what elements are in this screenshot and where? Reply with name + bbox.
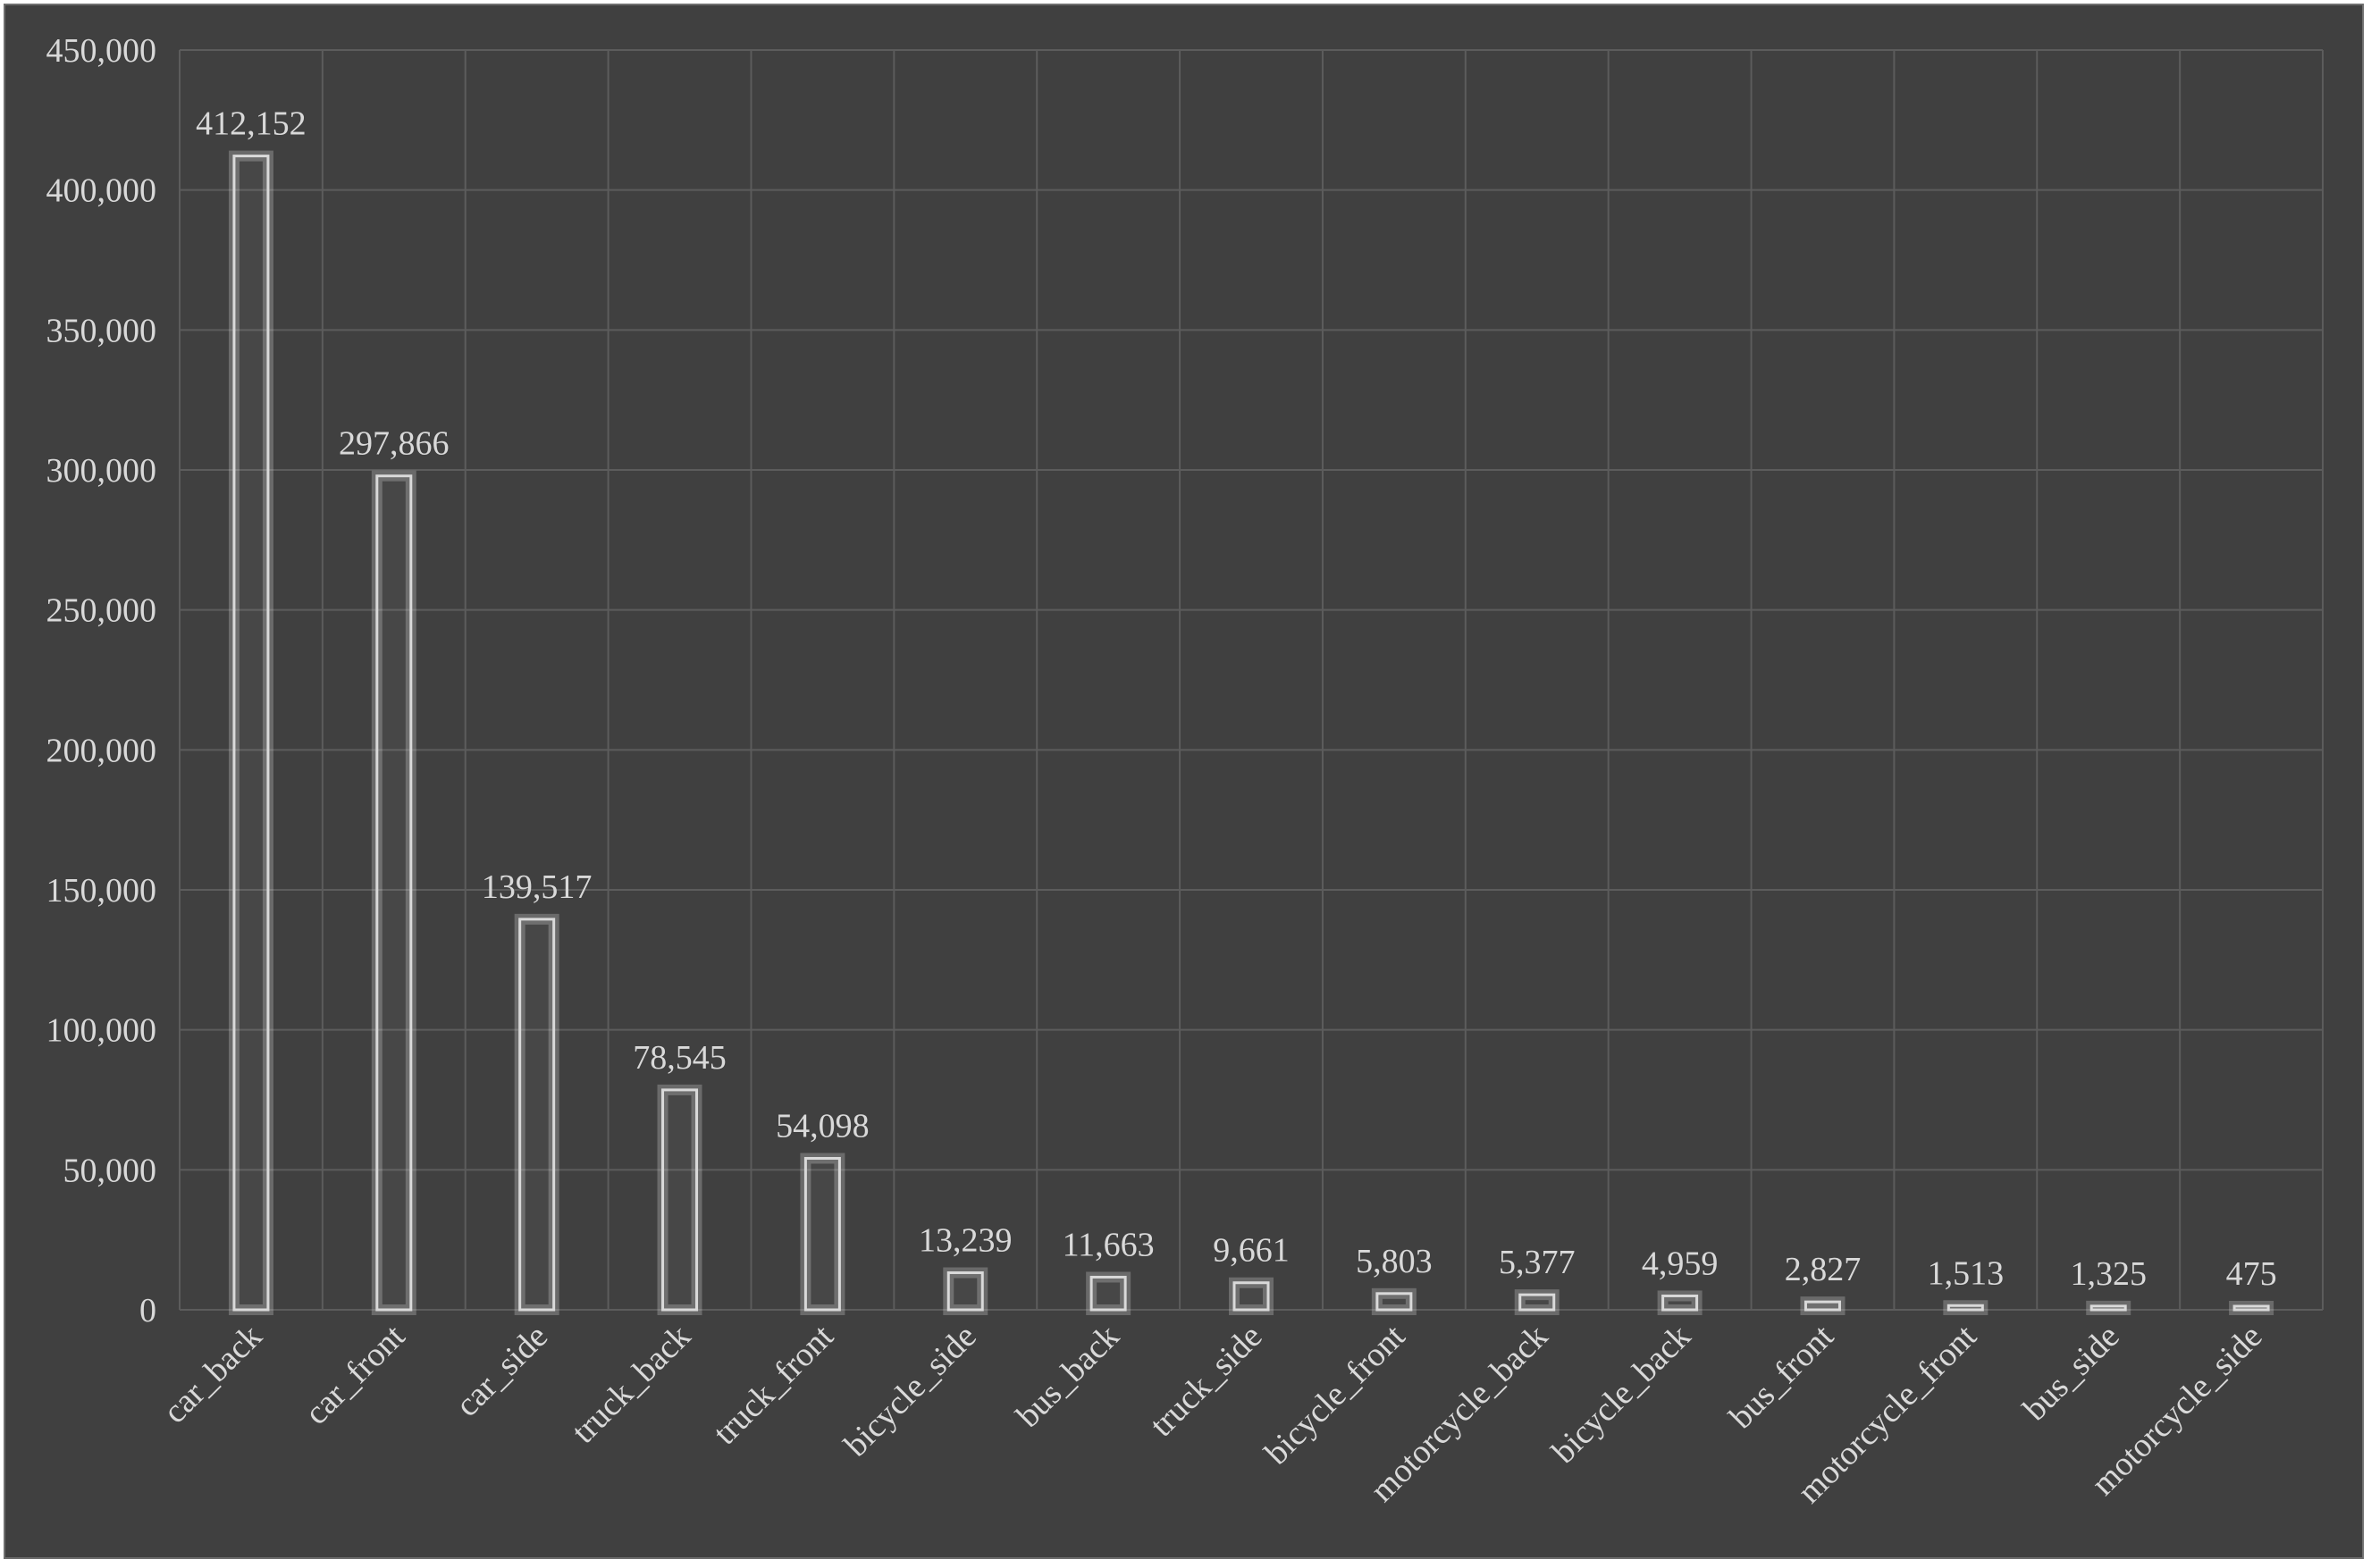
y-tick-label: 250,000: [46, 592, 157, 630]
bar-bicycle-front: [1375, 1292, 1413, 1312]
data-label: 2,827: [1785, 1251, 1862, 1288]
y-axis-tick-labels: 0 50,000 100,000 150,000 200,000 250,000 300,0…: [46, 32, 157, 1329]
bar-truck-front: [803, 1156, 841, 1312]
data-label: 11,663: [1063, 1226, 1155, 1263]
category-label: bus_side: [2016, 1318, 2127, 1429]
category-label: car_back: [156, 1318, 270, 1431]
category-label: car_side: [449, 1318, 555, 1424]
bar-bus-back: [1089, 1275, 1127, 1312]
bar-motorcycle-side: [2232, 1304, 2270, 1312]
category-label: car_front: [298, 1317, 412, 1431]
category-label: truck_side: [1143, 1318, 1270, 1445]
y-tick-label: 150,000: [46, 872, 157, 910]
y-tick-label: 350,000: [46, 312, 157, 349]
category-label: bus_back: [1009, 1318, 1126, 1435]
y-tick-label: 100,000: [46, 1012, 157, 1050]
bar-car-side: [518, 918, 556, 1312]
grid-layer: [179, 49, 2324, 1311]
data-label: 475: [2226, 1255, 2277, 1293]
bar-bus-side: [2089, 1304, 2127, 1312]
y-tick-label: 450,000: [46, 32, 157, 70]
category-label: bicycle_front: [1257, 1317, 1412, 1472]
bar-bicycle-side: [946, 1271, 984, 1312]
bar-car-back: [232, 155, 270, 1312]
chart-frame: 0 50,000 100,000 150,000 200,000 250,000 300,0…: [4, 4, 2364, 1559]
data-label: 9,661: [1213, 1232, 1290, 1270]
bar-bus-front: [1803, 1300, 1841, 1312]
category-labels: car_back car_front car_side truck_back truck…: [156, 1317, 2270, 1511]
y-tick-label: 50,000: [63, 1152, 157, 1189]
y-tick-label: 300,000: [46, 452, 157, 490]
category-label: bus_front: [1722, 1317, 1841, 1436]
bar-car-front: [375, 474, 413, 1312]
data-label: 54,098: [776, 1107, 870, 1145]
data-label: 139,517: [482, 868, 593, 906]
bar-bicycle-back: [1661, 1294, 1699, 1312]
y-tick-label: 200,000: [46, 732, 157, 769]
data-label: 4,959: [1642, 1245, 1719, 1282]
data-label: 1,325: [2070, 1255, 2147, 1293]
y-tick-label: 400,000: [46, 172, 157, 210]
bar-motorcycle-back: [1518, 1293, 1556, 1312]
category-label: bicycle_back: [1545, 1318, 1698, 1471]
data-label: 297,866: [339, 425, 450, 463]
data-labels: 412,152 297,866 139,517 78,545 54,098 13,239 1…: [196, 105, 2276, 1293]
category-label: truck_front: [706, 1317, 841, 1452]
category-label: bicycle_side: [837, 1318, 984, 1464]
bar-motorcycle-front: [1946, 1304, 1984, 1312]
data-label: 5,377: [1499, 1244, 1576, 1281]
data-label: 5,803: [1356, 1243, 1433, 1280]
bar-chart: 0 50,000 100,000 150,000 200,000 250,000 300,0…: [46, 32, 2324, 1511]
data-label: 1,513: [1928, 1254, 2005, 1292]
bar-truck-side: [1232, 1281, 1270, 1312]
bars-layer: [228, 150, 2274, 1316]
data-label: 13,239: [919, 1222, 1013, 1260]
data-label: 412,152: [196, 105, 307, 143]
y-tick-label: 0: [139, 1292, 156, 1329]
data-label: 78,545: [633, 1039, 727, 1077]
bar-truck-back: [661, 1088, 699, 1312]
category-label: truck_back: [565, 1318, 698, 1451]
